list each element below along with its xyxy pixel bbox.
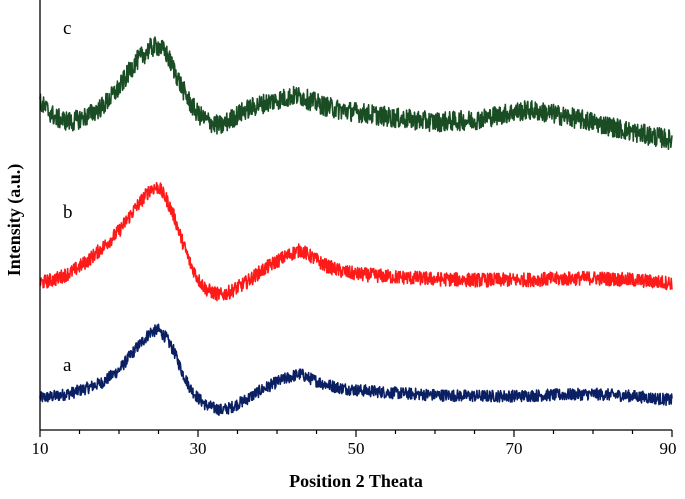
series-line-b	[39, 181, 673, 302]
x-tick-label-50: 50	[348, 439, 365, 458]
series-layer	[39, 36, 673, 417]
x-tick-label-70: 70	[506, 439, 523, 458]
x-ticks	[39, 430, 673, 437]
x-tick-label-90: 90	[660, 439, 677, 458]
x-tick-label-10: 10	[32, 439, 49, 458]
series-label-a: a	[63, 355, 72, 376]
y-axis-label: Intensity (a.u.)	[4, 164, 25, 277]
series-line-c	[39, 36, 673, 151]
x-tick-label-30: 30	[190, 439, 207, 458]
series-labels: c b a	[63, 18, 73, 376]
series-label-b: b	[63, 202, 73, 223]
x-tick-labels: 10 30 50 70 90	[32, 439, 677, 458]
series-line-a	[39, 323, 673, 417]
x-axis-label: Position 2 Theata	[289, 471, 423, 491]
series-label-c: c	[63, 18, 71, 39]
axes: 10 30 50 70 90 Position 2 Theata Intensi…	[4, 0, 677, 491]
